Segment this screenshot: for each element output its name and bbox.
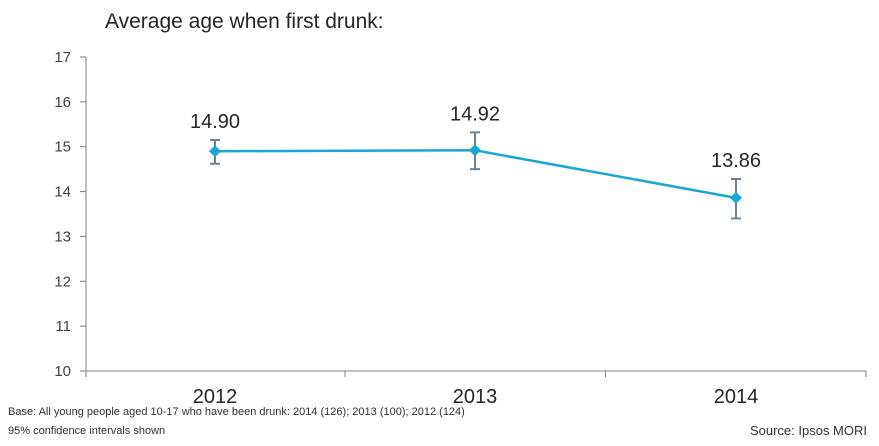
- y-tick-label: 15: [54, 139, 71, 156]
- y-tick-label: 13: [54, 228, 71, 245]
- y-tick-label: 14: [54, 184, 71, 201]
- y-tick-label: 16: [54, 94, 71, 111]
- base-footnote: Base: All young people aged 10-17 who ha…: [8, 406, 465, 418]
- data-label: 14.92: [450, 103, 500, 125]
- confidence-interval-footnote: 95% confidence intervals shown: [8, 425, 166, 437]
- data-point-marker: [730, 191, 742, 204]
- x-tick-label: 2013: [453, 386, 498, 408]
- chart-axes: 10 11 12 13 14 15 16 17 2012 2013 2014: [54, 49, 867, 408]
- y-tick-label: 11: [55, 318, 71, 335]
- x-tick-label: 2012: [193, 386, 238, 408]
- chart-title: Average age when first drunk:: [105, 10, 384, 33]
- data-label: 14.90: [190, 111, 240, 133]
- data-point-marker: [209, 145, 221, 158]
- y-tick-label: 17: [54, 49, 71, 66]
- y-tick-label: 10: [54, 363, 71, 380]
- data-labels: 14.90 14.92 13.86: [190, 103, 761, 172]
- source-label: Source: Ipsos MORI: [749, 423, 867, 438]
- data-series: [209, 144, 742, 204]
- x-tick-label: 2014: [714, 386, 759, 408]
- data-label: 13.86: [711, 150, 761, 172]
- data-point-marker: [469, 144, 481, 157]
- y-tick-label: 12: [54, 273, 71, 290]
